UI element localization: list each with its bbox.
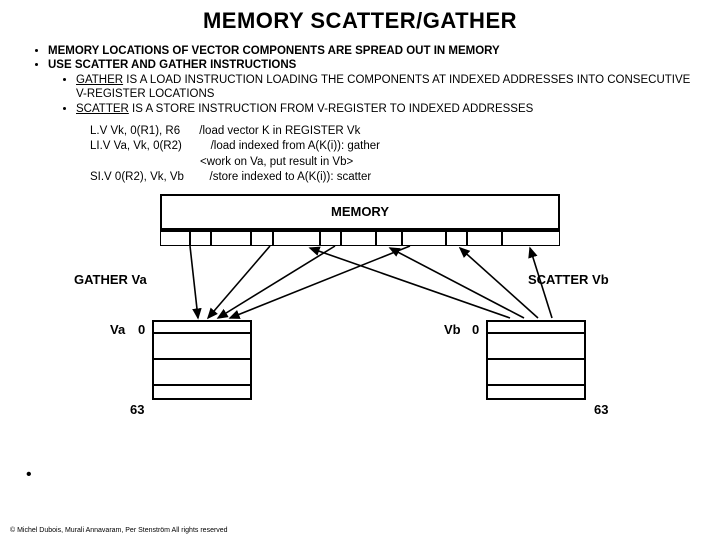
bullet-list: MEMORY LOCATIONS OF VECTOR COMPONENTS AR… <box>30 44 700 116</box>
bullet-1: MEMORY LOCATIONS OF VECTOR COMPONENTS AR… <box>48 44 700 58</box>
lone-bullet: • <box>26 466 32 484</box>
gather-rest: IS A LOAD INSTRUCTION LOADING THE COMPON… <box>76 74 690 100</box>
code-l1: L.V Vk, 0(R1), R6 /load vector K in REGI… <box>90 124 700 140</box>
code-l2a: LI.V Va, Vk, 0(R2) <box>90 140 182 152</box>
code-l1b: /load vector K in REGISTER Vk <box>199 125 360 137</box>
scatter-rest: IS A STORE INSTRUCTION FROM V-REGISTER T… <box>129 103 534 115</box>
code-l4: SI.V 0(R2), Vk, Vb /store indexed to A(K… <box>90 170 700 186</box>
diagram: MEMORY GATHER Va SCATTER Vb Va 0 63 Vb 0… <box>80 194 640 424</box>
bullet-2a: GATHER IS A LOAD INSTRUCTION LOADING THE… <box>76 73 700 102</box>
scatter-lead: SCATTER <box>76 103 129 115</box>
content-area: MEMORY LOCATIONS OF VECTOR COMPONENTS AR… <box>0 44 720 186</box>
code-l4a: SI.V 0(R2), Vk, Vb <box>90 171 184 183</box>
footer-copyright: © Michel Dubois, Murali Annavaram, Per S… <box>10 527 228 534</box>
slide-title: MEMORY SCATTER/GATHER <box>0 0 720 44</box>
arrows-svg <box>80 194 640 424</box>
gather-lead: GATHER <box>76 74 123 86</box>
code-l3: <work on Va, put result in Vb> <box>90 155 700 171</box>
code-l2: LI.V Va, Vk, 0(R2) /load indexed from A(… <box>90 139 700 155</box>
code-block: L.V Vk, 0(R1), R6 /load vector K in REGI… <box>90 124 700 186</box>
code-l2b: /load indexed from A(K(i)): gather <box>211 140 380 152</box>
bullet-2: USE SCATTER AND GATHER INSTRUCTIONS GATH… <box>48 58 700 116</box>
bullet-1-text: MEMORY LOCATIONS OF VECTOR COMPONENTS AR… <box>48 45 500 57</box>
bullet-2-text: USE SCATTER AND GATHER INSTRUCTIONS <box>48 59 296 71</box>
code-l4b: /store indexed to A(K(i)): scatter <box>210 171 372 183</box>
inner-list: GATHER IS A LOAD INSTRUCTION LOADING THE… <box>48 73 700 116</box>
bullet-2b: SCATTER IS A STORE INSTRUCTION FROM V-RE… <box>76 102 700 116</box>
code-l1a: L.V Vk, 0(R1), R6 <box>90 125 180 137</box>
